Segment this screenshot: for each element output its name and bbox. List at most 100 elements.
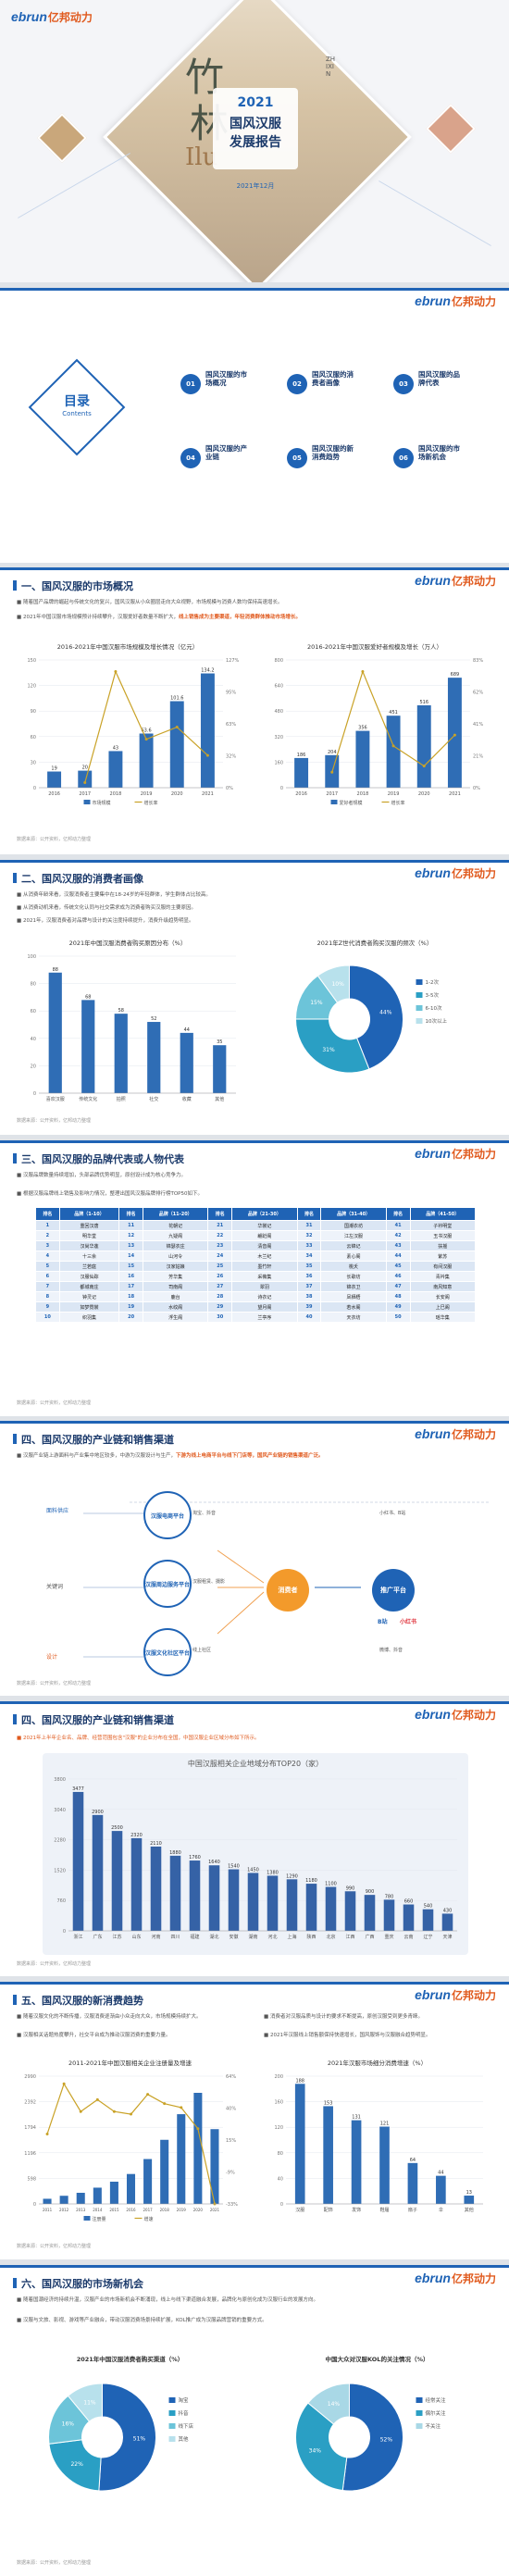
y-tick-label: 760 — [56, 1898, 66, 1904]
bullet-3: ■ 2021年，汉服消费者对品牌与设计的关注度持续提升，消费升级趋势明显。 — [17, 918, 194, 924]
bar-2021 — [210, 2129, 219, 2204]
brand-cell: 锦衣卫 — [320, 1281, 387, 1292]
slice-value-label: 16% — [62, 2420, 75, 2427]
brand-cell: 长安阁 — [409, 1291, 477, 1302]
data-label: 188 — [295, 2078, 304, 2084]
x-tick-label: 2021 — [210, 2208, 220, 2212]
x-tick-label: 传统文化 — [79, 1096, 97, 1102]
slice-偶尔关注 — [295, 2402, 348, 2492]
chart-title: 中国大众对汉服KOL的关注情况（%） — [325, 2356, 429, 2363]
y2-tick-label: 95% — [226, 691, 236, 696]
brand-logo: ebrun亿邦动力 — [415, 1426, 496, 1441]
toc-item-06[interactable]: 06 国风汉服的市场新机会 — [393, 441, 490, 478]
top-line — [0, 1421, 509, 1424]
y-tick-label: 30 — [31, 760, 36, 765]
toc-item-05[interactable]: 05 国风汉服的新消费趋势 — [287, 441, 384, 478]
brand-cell: 如梦霓裳 — [58, 1301, 120, 1313]
data-label: 2320 — [130, 1833, 143, 1838]
deco-char-3: Ilu — [185, 143, 218, 171]
legend-swatch — [416, 992, 423, 998]
toc-item-03[interactable]: 03 国风汉服的品牌代表 — [393, 367, 490, 404]
section-title: 四、国风汉服的产业链和销售渠道 — [13, 1432, 174, 1447]
rank-cell: 40 — [296, 1312, 322, 1323]
slice-value-label: 44% — [379, 1010, 392, 1016]
x-tick-label: 2019 — [141, 791, 153, 797]
y-tick-label: 1196 — [24, 2151, 36, 2157]
growth-chart: 0 40 80 120 160 200 188 汉服 153 配饰 131 发饰 121 鞋履 64 扇子 44… — [274, 2074, 483, 2213]
bar-喜欢汉服 — [48, 972, 62, 1093]
bullet-1: ■ 汉服产业链上游面料与产业集中地区较多，中游为汉服设计与生产，下游为线上电商平… — [17, 1453, 324, 1459]
source-note: 数据来源：公开资料，亿邦动力整理 — [17, 1400, 92, 1406]
bar-四川 — [169, 1855, 181, 1931]
y-tick-label: 480 — [274, 709, 283, 715]
x-tick-label: 2019 — [388, 791, 400, 797]
x-tick-label: 湖南 — [248, 1934, 257, 1940]
table-row: 2 明华堂 12 九疑阁 22 翩跹阁 32 江左汉服 42 玉书汉服 — [35, 1230, 477, 1241]
brand-cell: 兰若庭 — [58, 1261, 120, 1272]
chart-title: 2016-2021年中国汉服爱好者规模及增长（万人） — [307, 643, 442, 651]
bar-扇子 — [407, 2162, 418, 2204]
growth-line — [84, 669, 208, 783]
rank-cell: 14 — [118, 1251, 143, 1262]
legend-label: 增长率 — [144, 800, 158, 806]
rank-cell: 29 — [207, 1301, 233, 1313]
x-tick-label: 2013 — [76, 2208, 86, 2212]
toc-item-01[interactable]: 01 国风汉服的市场概况 — [180, 367, 278, 404]
rank-cell: 36 — [296, 1271, 322, 1282]
y2-tick-label: 15% — [226, 2138, 236, 2144]
data-label: 356 — [358, 726, 367, 731]
bar-上海 — [286, 1879, 298, 1931]
rank-cell: 20 — [118, 1312, 143, 1323]
data-label: 516 — [419, 700, 428, 705]
data-label: 1540 — [228, 1864, 240, 1870]
bar-江苏 — [111, 1831, 123, 1931]
x-tick-label: 山东 — [131, 1934, 141, 1940]
brand-cell: 有间汉服 — [409, 1261, 477, 1272]
brand-cell: 桃夭 — [320, 1261, 387, 1272]
bar-其他 — [213, 1045, 227, 1093]
y-tick-label: 2990 — [24, 2074, 36, 2080]
data-label: 20 — [82, 765, 88, 771]
data-label: 153 — [324, 2100, 333, 2106]
seal-text: ZHIXIN — [326, 56, 336, 78]
brand-cell: 南风知意 — [409, 1281, 477, 1292]
connector-lines — [217, 1549, 265, 1635]
rank-cell: 37 — [296, 1281, 322, 1292]
brand-cell: 国潮衣坊 — [320, 1220, 387, 1231]
table-row: 3 汉尚华莲 13 锦瑟衣庄 23 清音阁 33 云锦记 43 扶摇 — [35, 1240, 477, 1251]
data-label: 13 — [466, 2190, 472, 2196]
brand-cell: 都城南庄 — [58, 1281, 120, 1292]
data-label: 68 — [85, 994, 91, 1000]
bar-福建 — [189, 1860, 201, 1931]
legend-swatch — [416, 1018, 423, 1024]
bar-传统文化 — [81, 1000, 95, 1093]
rank-cell: 15 — [118, 1261, 143, 1272]
legend-label: 抖音 — [179, 2409, 190, 2417]
legend-label: 增速 — [144, 2216, 154, 2222]
x-tick-label: 伞 — [439, 2207, 443, 2213]
toc-number-badge: 04 — [180, 448, 201, 468]
table-row: 5 兰若庭 15 汉家姑娘 25 墨竹轩 35 桃夭 45 有间汉服 — [35, 1261, 477, 1272]
bar-2018 — [108, 751, 123, 788]
rank-cell: 7 — [35, 1281, 60, 1292]
x-tick-label: 上海 — [287, 1934, 296, 1940]
slice-value-label: 52% — [380, 2437, 393, 2444]
rank-cell: 22 — [207, 1230, 233, 1241]
section-title: 一、国风汉服的市场概况 — [13, 579, 133, 593]
bullet-1: ■ 随着国潮经济的持续升温，汉服产业的市场新机会不断涌现，线上与线下渠道融合发展… — [17, 2297, 318, 2303]
y-tick-label: 0 — [280, 2202, 283, 2208]
deco-square-right — [426, 104, 476, 154]
data-label: 689 — [451, 672, 460, 678]
top-line — [0, 1701, 509, 1704]
y-tick-label: 20 — [31, 1064, 36, 1069]
section-title: 六、国风汉服的市场新机会 — [13, 2276, 143, 2291]
toc-item-label: 国风汉服的消费者画像 — [312, 370, 354, 387]
toc-item-04[interactable]: 04 国风汉服的产业链 — [180, 441, 278, 478]
market-size-chart: 0 30 60 90 120 150 19 2016 20 2017 43 2018 63.6 2019 1… — [27, 658, 239, 806]
data-label: 121 — [380, 2122, 390, 2127]
source-note: 数据来源：公开资料，亿邦动力整理 — [17, 1961, 92, 1967]
toc-item-02[interactable]: 02 国风汉服的消费者画像 — [287, 367, 384, 404]
rank-cell: 33 — [296, 1240, 322, 1251]
bar-2013 — [76, 2193, 85, 2204]
